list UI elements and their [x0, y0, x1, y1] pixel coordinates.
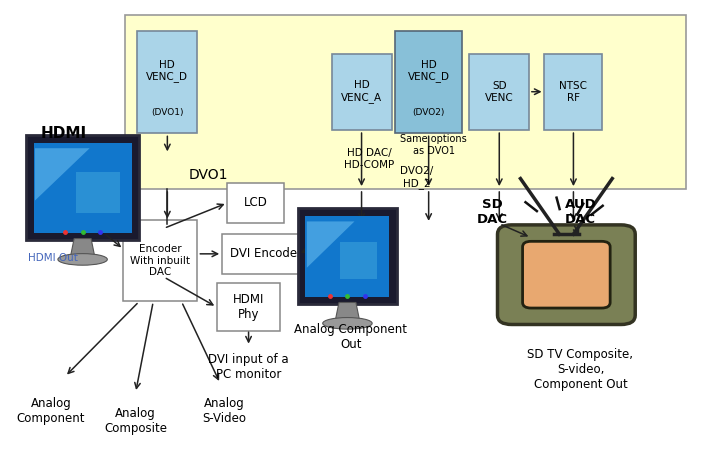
Text: Encoder
With inbuilt
DAC: Encoder With inbuilt DAC — [130, 244, 190, 277]
FancyBboxPatch shape — [298, 208, 397, 304]
FancyBboxPatch shape — [523, 241, 610, 308]
Polygon shape — [35, 148, 89, 200]
Text: DVO2/
HD_2: DVO2/ HD_2 — [401, 166, 434, 189]
FancyBboxPatch shape — [332, 54, 391, 130]
Polygon shape — [335, 302, 360, 323]
Text: DVI input of a
PC monitor: DVI input of a PC monitor — [208, 353, 289, 381]
Text: DVO1: DVO1 — [189, 168, 228, 182]
Text: HDMI: HDMI — [40, 126, 86, 141]
FancyBboxPatch shape — [125, 15, 686, 189]
FancyBboxPatch shape — [395, 32, 462, 133]
FancyBboxPatch shape — [76, 172, 120, 213]
FancyBboxPatch shape — [228, 183, 284, 223]
Text: DVI Encoder: DVI Encoder — [230, 247, 302, 260]
FancyBboxPatch shape — [138, 32, 197, 133]
Text: HDMI Out: HDMI Out — [28, 254, 78, 263]
FancyBboxPatch shape — [469, 54, 530, 130]
Text: Analog Component
Out: Analog Component Out — [294, 323, 408, 351]
FancyBboxPatch shape — [498, 225, 635, 324]
Text: HDMI
Phy: HDMI Phy — [233, 293, 264, 321]
Text: HD
VENC_A: HD VENC_A — [341, 81, 382, 103]
Text: HD
VENC_D: HD VENC_D — [146, 60, 189, 82]
Ellipse shape — [323, 317, 372, 329]
FancyBboxPatch shape — [123, 220, 197, 302]
Text: Analog
S-Video: Analog S-Video — [202, 397, 246, 425]
Text: (DVO1): (DVO1) — [151, 108, 184, 117]
Text: Analog
Composite: Analog Composite — [104, 407, 167, 435]
Polygon shape — [307, 221, 354, 268]
Text: SD TV Composite,
S-video,
Component Out: SD TV Composite, S-video, Component Out — [527, 348, 633, 391]
Text: Same options
as DVO1: Same options as DVO1 — [401, 134, 467, 156]
Text: LCD: LCD — [244, 196, 267, 209]
FancyBboxPatch shape — [33, 143, 132, 233]
Text: SD
DAC: SD DAC — [476, 198, 508, 226]
FancyBboxPatch shape — [217, 283, 280, 331]
Text: SD
VENC: SD VENC — [485, 81, 513, 103]
Text: AUD
DAC: AUD DAC — [564, 198, 596, 226]
Text: Analog
Component: Analog Component — [16, 397, 85, 425]
Ellipse shape — [58, 254, 107, 265]
Text: HD DAC/
HD-COMP: HD DAC/ HD-COMP — [344, 148, 394, 170]
Text: HD
VENC_D: HD VENC_D — [408, 60, 450, 82]
FancyBboxPatch shape — [306, 216, 389, 297]
FancyBboxPatch shape — [222, 234, 311, 274]
FancyBboxPatch shape — [545, 54, 603, 130]
FancyBboxPatch shape — [26, 135, 140, 240]
Polygon shape — [70, 239, 95, 260]
Text: (DVO2): (DVO2) — [413, 108, 445, 117]
Text: NTSC
RF: NTSC RF — [559, 81, 588, 103]
FancyBboxPatch shape — [340, 242, 377, 279]
